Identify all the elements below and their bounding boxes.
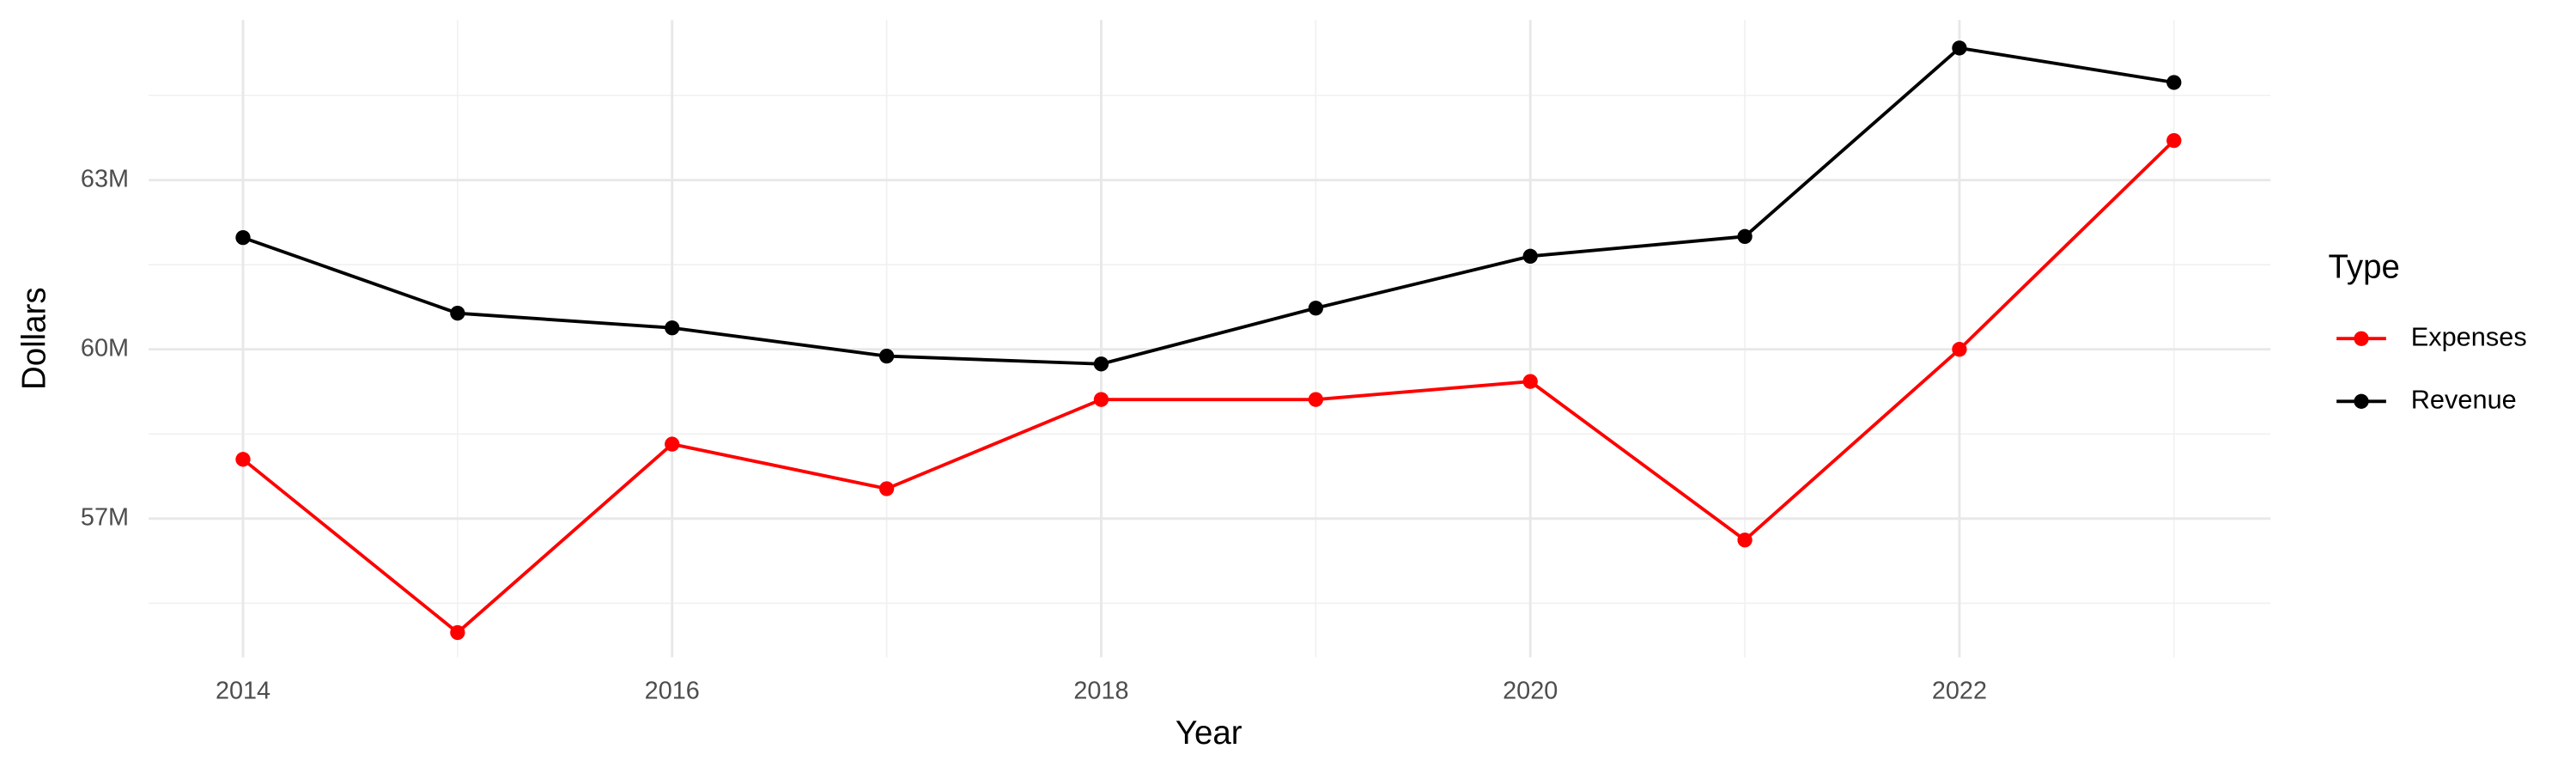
legend-title: Type (2329, 249, 2400, 286)
data-point (1308, 301, 1323, 316)
x-tick-label: 2014 (216, 677, 270, 704)
data-point (1093, 392, 1109, 407)
y-tick-label: 57M (81, 503, 129, 531)
legend-label: Expenses (2411, 321, 2527, 351)
data-point (450, 624, 465, 641)
x-tick-label: 2022 (1932, 677, 1987, 704)
y-tick-label: 63M (81, 165, 129, 192)
data-point (665, 320, 680, 336)
legend-dot (2354, 331, 2369, 346)
y-tick-label: 60M (81, 334, 129, 362)
data-point (450, 306, 465, 321)
data-point (1308, 392, 1323, 407)
series-line (242, 46, 2175, 366)
data-point (2166, 133, 2182, 149)
data-point (665, 436, 680, 452)
data-point (235, 452, 251, 467)
data-point (1952, 342, 1967, 357)
x-axis-title: Year (1176, 715, 1242, 752)
data-point (878, 348, 895, 364)
data-point (235, 229, 251, 246)
data-point (1952, 40, 1967, 56)
x-tick-label: 2018 (1073, 677, 1128, 704)
legend-label: Revenue (2411, 384, 2517, 414)
data-point (878, 481, 895, 496)
series-line (241, 139, 2176, 635)
data-point (1522, 374, 1538, 389)
data-point (2166, 75, 2182, 90)
legend-dot (2354, 393, 2369, 409)
data-point (1737, 533, 1753, 548)
data-point (1093, 356, 1109, 372)
x-tick-label: 2016 (645, 677, 700, 704)
x-tick-label: 2020 (1503, 677, 1558, 704)
y-axis-title: Dollars (15, 287, 52, 390)
data-point (1522, 248, 1538, 264)
data-point (1737, 228, 1753, 244)
